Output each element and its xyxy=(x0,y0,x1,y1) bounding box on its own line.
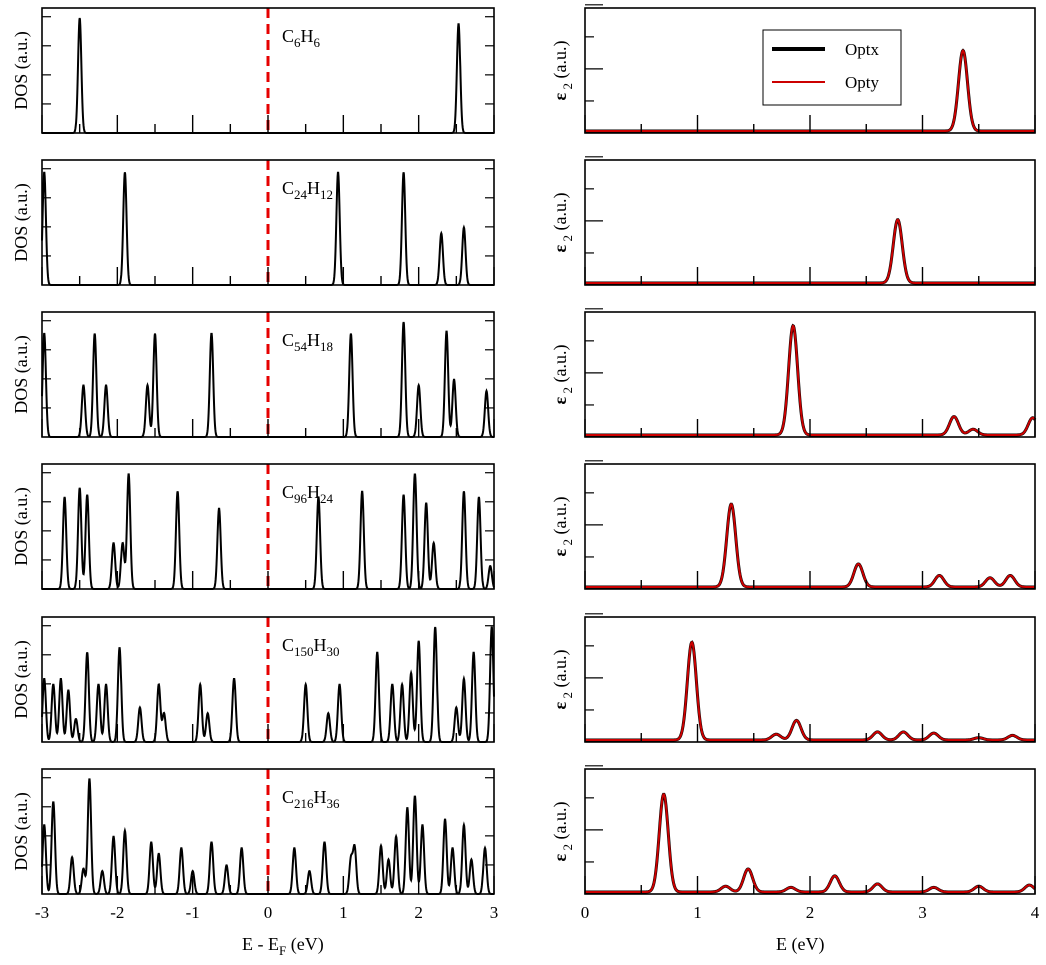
left-x-tick-label: 2 xyxy=(414,903,423,922)
optical-panel-2: ε 2 (a.u.) xyxy=(550,308,1037,438)
legend: Optx Opty xyxy=(762,29,902,106)
dos-ylabel: DOS (a.u.) xyxy=(11,487,32,566)
molecule-label: C6H6 xyxy=(282,26,321,50)
legend-opty-label: Opty xyxy=(845,73,880,92)
left-x-tick-label: 1 xyxy=(339,903,348,922)
molecule-label: C150H30 xyxy=(282,635,340,659)
left-x-tick-label: -3 xyxy=(35,903,49,922)
dos-panel-3: DOS (a.u.) C96H24 xyxy=(11,463,495,590)
right-x-tick-label: 3 xyxy=(918,903,927,922)
opty-curve xyxy=(585,324,1036,436)
dos-ylabel: DOS (a.u.) xyxy=(11,31,32,110)
dos-ylabel: DOS (a.u.) xyxy=(11,183,32,262)
molecule-label: C96H24 xyxy=(282,482,334,506)
optical-column: ε 2 (a.u.) ε 2 (a.u.) ε 2 (a.u.) ε 2 (a.u.)… xyxy=(550,4,1040,922)
left-xlabel-sub: F xyxy=(279,943,286,958)
right-xlabel: E (eV) xyxy=(776,934,824,955)
right-x-tick-label: 1 xyxy=(693,903,702,922)
dos-panel-0: DOS (a.u.) C6H6 xyxy=(11,7,495,134)
right-x-tick-label: 4 xyxy=(1031,903,1040,922)
legend-optx-label: Optx xyxy=(845,40,880,59)
left-x-tick-label: -1 xyxy=(186,903,200,922)
optical-panel-4: ε 2 (a.u.) xyxy=(550,613,1036,743)
optical-ylabel: ε 2 (a.u.) xyxy=(550,497,575,557)
optical-panel-5: ε 2 (a.u.) xyxy=(550,765,1036,895)
molecule-label: C216H36 xyxy=(282,787,340,811)
optical-frame xyxy=(584,768,1036,895)
dos-panel-5: DOS (a.u.) C216H36 xyxy=(11,768,495,895)
molecule-label: C54H18 xyxy=(282,330,333,354)
dos-panel-1: DOS (a.u.) C24H12 xyxy=(11,159,495,286)
optical-ylabel: ε 2 (a.u.) xyxy=(550,193,575,253)
optx-curve xyxy=(585,323,1037,437)
optical-panel-3: ε 2 (a.u.) xyxy=(550,460,1036,590)
optical-frame xyxy=(584,159,1036,286)
left-x-tick-label: 3 xyxy=(490,903,499,922)
left-xlabel-main: E - E xyxy=(242,934,279,954)
dos-panel-2: DOS (a.u.) C54H18 xyxy=(11,311,495,438)
optical-frame xyxy=(584,463,1036,590)
right-x-tick-label: 2 xyxy=(806,903,815,922)
left-x-tick-label: -2 xyxy=(110,903,124,922)
dos-ylabel: DOS (a.u.) xyxy=(11,640,32,719)
legend-box xyxy=(762,29,902,106)
optical-frame xyxy=(584,616,1036,743)
right-x-tick-label: 0 xyxy=(581,903,590,922)
optical-panel-0: ε 2 (a.u.) xyxy=(550,4,1036,134)
optical-ylabel: ε 2 (a.u.) xyxy=(550,345,575,405)
svg-text:E - EF (eV): E - EF (eV) xyxy=(242,934,324,958)
molecule-label: C24H12 xyxy=(282,178,333,202)
optical-ylabel: ε 2 (a.u.) xyxy=(550,802,575,862)
optical-ylabel: ε 2 (a.u.) xyxy=(550,650,575,710)
left-xlabel-unit: (eV) xyxy=(286,934,323,955)
optical-panel-1: ε 2 (a.u.) xyxy=(550,156,1036,286)
dos-ylabel: DOS (a.u.) xyxy=(11,335,32,414)
dos-ylabel: DOS (a.u.) xyxy=(11,792,32,871)
optical-ylabel: ε 2 (a.u.) xyxy=(550,41,575,101)
dos-panel-4: DOS (a.u.) C150H30 xyxy=(11,616,495,743)
optical-frame xyxy=(584,311,1036,438)
left-x-axis-title: E - EF (eV) xyxy=(242,934,324,958)
left-x-tick-label: 0 xyxy=(264,903,273,922)
